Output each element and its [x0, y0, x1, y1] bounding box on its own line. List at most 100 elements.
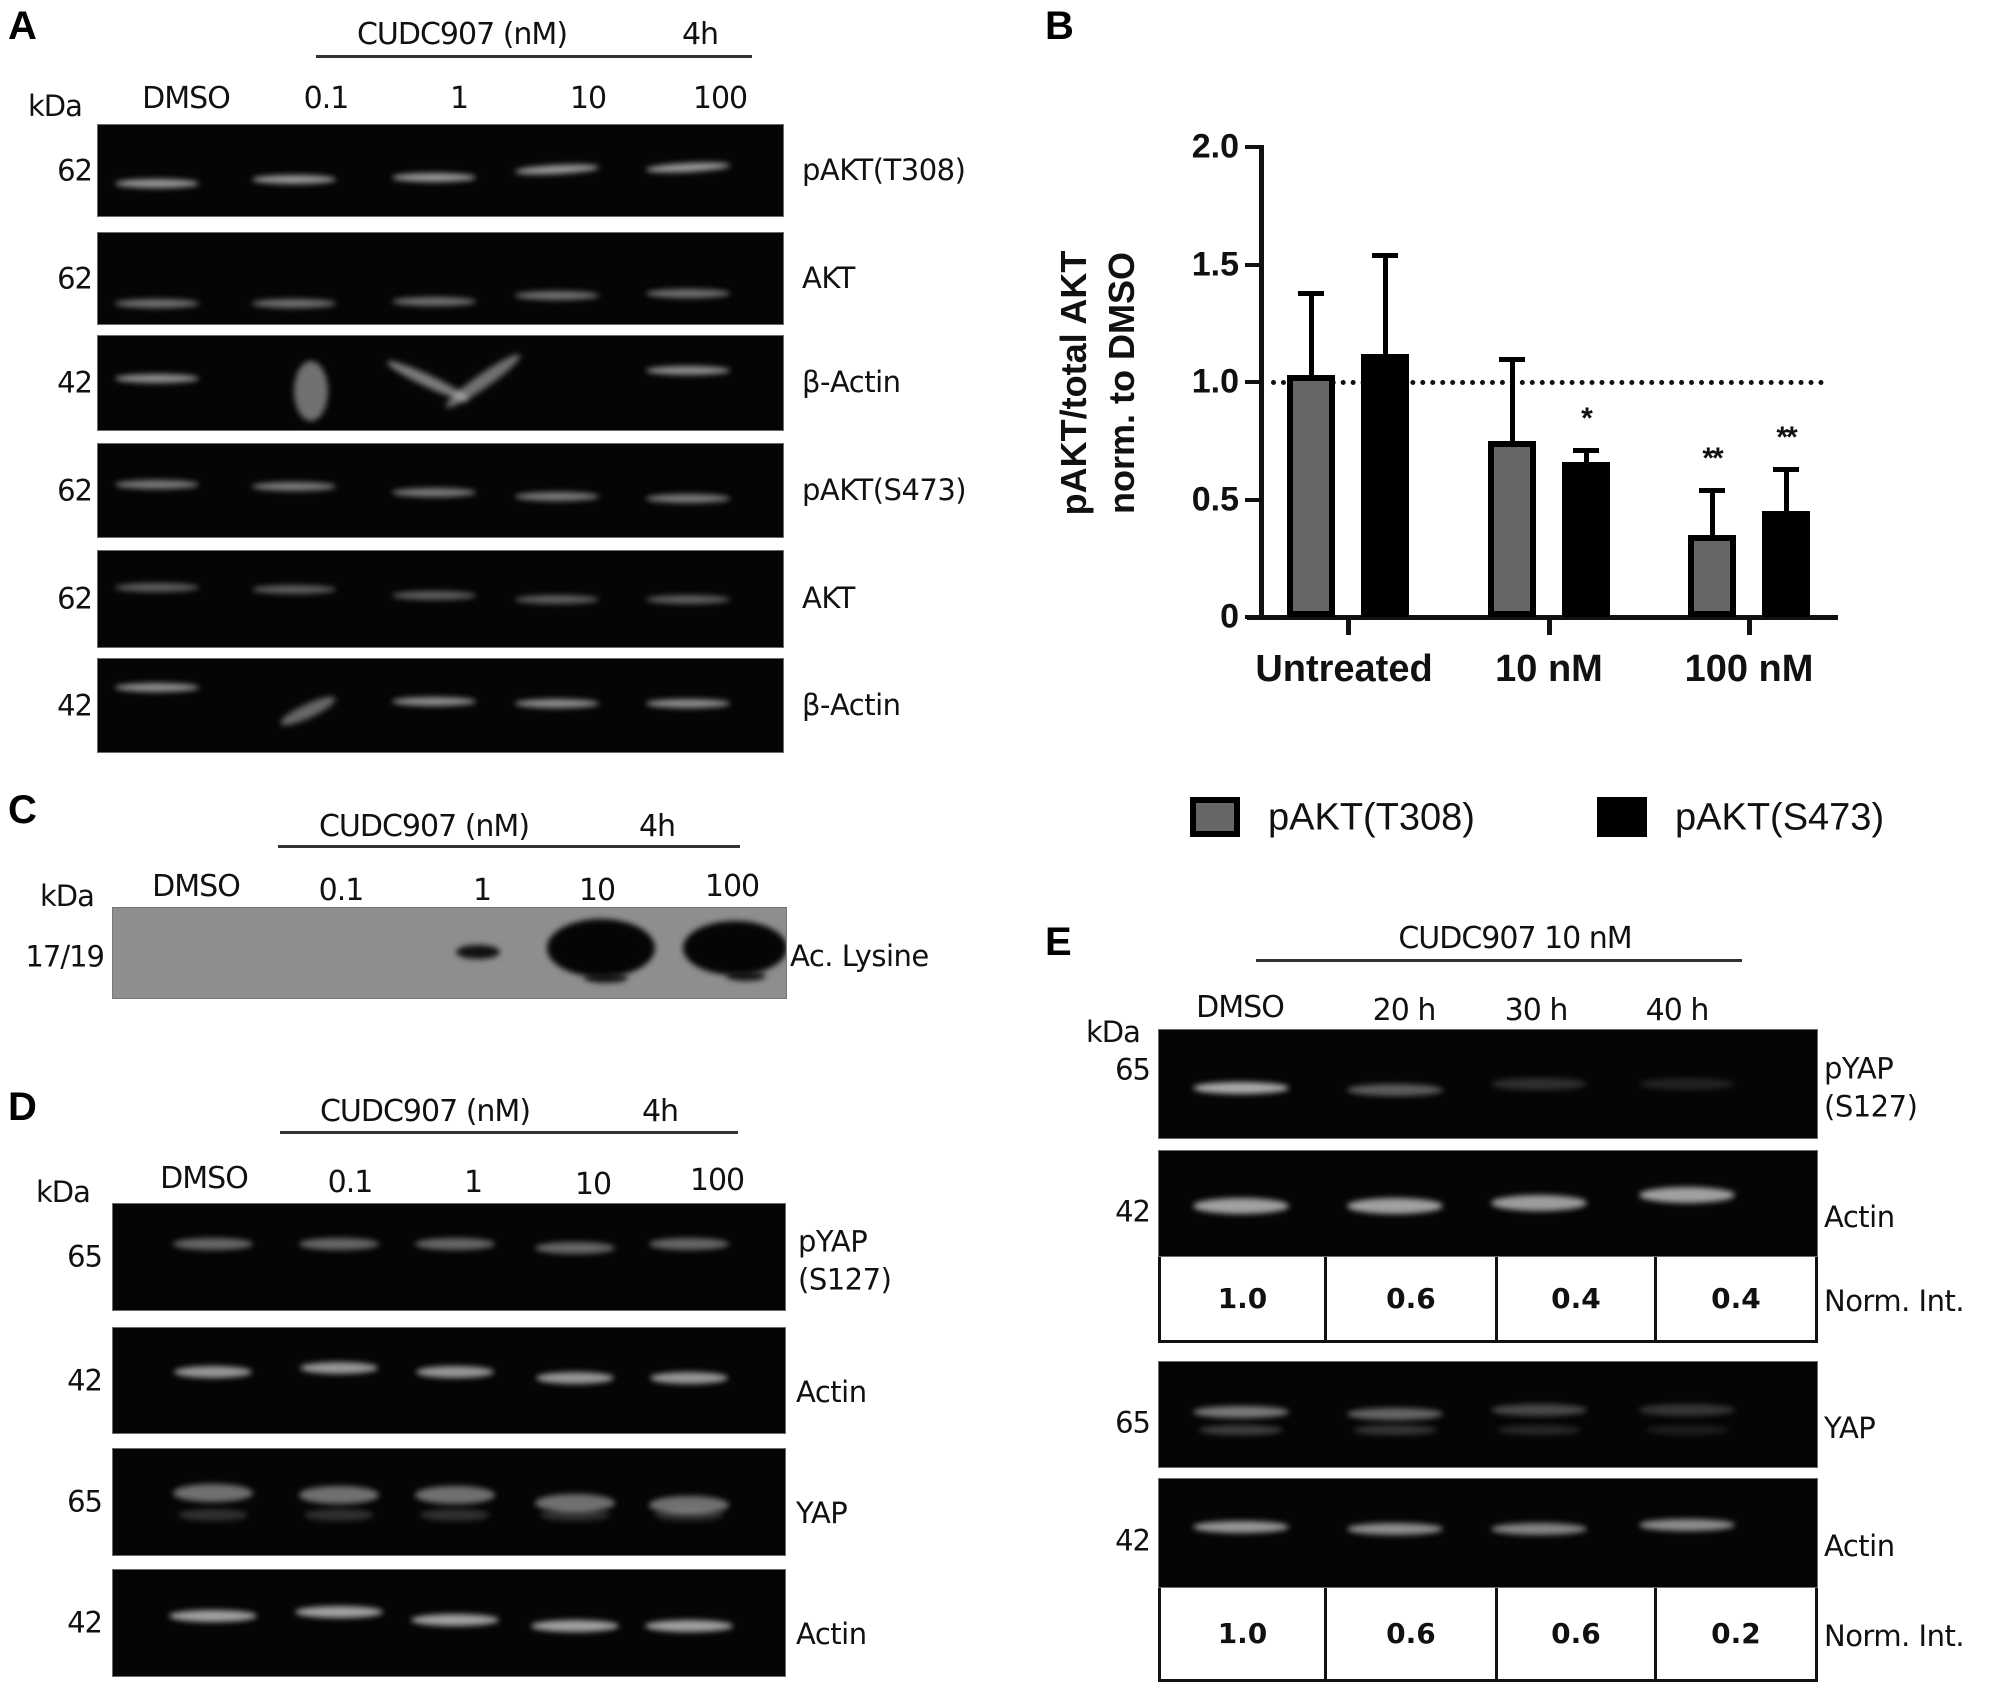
- protein-band: [252, 298, 336, 308]
- panel-a-lane-label: 10: [569, 81, 607, 116]
- protein-band: [415, 1238, 495, 1250]
- protein-band: [416, 1366, 494, 1378]
- quantification-row-label: Norm. Int.: [1824, 1619, 1965, 1654]
- legend-swatch: [1597, 797, 1647, 837]
- western-blot: [1158, 1029, 1818, 1139]
- blot-target-label: Actin: [796, 1617, 867, 1652]
- panel-d-lane-label: DMSO: [160, 1161, 249, 1196]
- protein-band: [1193, 1521, 1289, 1533]
- protein-band: [1491, 1404, 1587, 1416]
- error-bar: [1710, 490, 1715, 535]
- panel-a-lane-label: 0.1: [303, 81, 350, 116]
- protein-band: [540, 1509, 610, 1521]
- western-blot: [112, 1569, 786, 1677]
- western-blot: [97, 658, 784, 753]
- molecular-weight-label: 62: [57, 473, 93, 507]
- protein-band: [645, 160, 731, 174]
- protein-band: [1353, 1425, 1437, 1435]
- blot-target-label: Actin: [796, 1374, 867, 1409]
- quantification-table: 1.0 0.6 0.4 0.4: [1158, 1257, 1818, 1343]
- bar-pakt-t308-: [1488, 440, 1536, 617]
- x-axis-line: [1247, 615, 1838, 620]
- protein-band: [1347, 1198, 1443, 1214]
- protein-band: [1639, 1519, 1735, 1531]
- y-axis-tick-label: 0.5: [1191, 480, 1239, 518]
- protein-band: [683, 921, 786, 975]
- protein-band: [531, 1620, 619, 1632]
- protein-band: [646, 594, 730, 604]
- western-blot: [97, 443, 784, 538]
- bar-pakt-s473-: [1562, 461, 1610, 617]
- protein-band: [536, 1372, 614, 1384]
- reference-line-dotted: [1271, 380, 1824, 385]
- molecular-weight-label: 42: [67, 1605, 103, 1640]
- quantification-cell: 0.6: [1498, 1588, 1657, 1679]
- quantification-cell: 0.2: [1711, 1617, 1761, 1650]
- error-bar-cap: [1773, 466, 1799, 472]
- panel-e-lane-label: DMSO: [1196, 990, 1285, 1025]
- protein-band: [252, 584, 336, 594]
- y-axis-title-line1: pAKT/total AKT: [1053, 250, 1094, 516]
- x-axis-category-label: 100 nM: [1684, 648, 1814, 690]
- y-axis-tick: [1245, 615, 1261, 619]
- blot-target-label: pAKT(S473): [802, 472, 967, 507]
- blot-target-label-line1: pYAP: [798, 1224, 868, 1259]
- protein-band: [547, 919, 655, 977]
- protein-band: [649, 1496, 729, 1514]
- protein-band: [650, 1372, 728, 1384]
- panel-c-header-line: [278, 845, 740, 848]
- quantification-cell: 0.6: [1327, 1588, 1498, 1679]
- panel-d-header-line: [280, 1131, 738, 1134]
- protein-band: [392, 296, 476, 306]
- blot-target-label: YAP: [796, 1496, 848, 1531]
- protein-band: [1347, 1084, 1443, 1096]
- protein-band: [115, 582, 199, 592]
- protein-band: [1639, 1078, 1735, 1090]
- protein-band: [646, 698, 730, 708]
- protein-band: [420, 1509, 490, 1521]
- panel-e-lane-label: 30 h: [1504, 993, 1569, 1028]
- panel-d-time-header: 4h: [641, 1094, 679, 1129]
- panel-e-letter: E: [1045, 920, 1072, 964]
- quantification-cell: 0.4: [1498, 1257, 1657, 1340]
- quantification-cell: 0.4: [1711, 1282, 1761, 1315]
- molecular-weight-label: 65: [67, 1484, 103, 1519]
- panel-e-lane-label: 40 h: [1645, 993, 1710, 1028]
- protein-band: [300, 1362, 378, 1374]
- significance-marker: **: [1702, 442, 1723, 476]
- western-blot: [112, 907, 787, 999]
- protein-band: [415, 1486, 495, 1504]
- protein-band: [173, 1484, 253, 1502]
- y-axis-tick: [1245, 262, 1261, 267]
- protein-band: [178, 1509, 248, 1521]
- panel-e-lane-label: 20 h: [1372, 993, 1437, 1028]
- protein-band: [1639, 1404, 1735, 1416]
- protein-band: [515, 594, 599, 604]
- western-blot: [112, 1448, 786, 1556]
- western-blot: [97, 335, 784, 431]
- protein-band: [646, 365, 730, 375]
- quantification-cell: 0.6: [1327, 1257, 1498, 1340]
- x-axis-tick: [1547, 617, 1552, 635]
- panel-d-lane-label: 10: [574, 1167, 612, 1202]
- protein-band: [304, 1509, 374, 1521]
- protein-band: [645, 1620, 733, 1632]
- y-axis-tick: [1245, 497, 1261, 502]
- protein-band: [1497, 1425, 1581, 1435]
- error-bar-cap: [1573, 448, 1599, 454]
- western-blot: [1158, 1150, 1818, 1257]
- panel-d-treatment-header: CUDC907 (nM): [319, 1094, 531, 1129]
- protein-band: [646, 493, 730, 503]
- panel-d-letter: D: [8, 1085, 37, 1129]
- panel-e-treatment-header: CUDC907 10 nM: [1398, 921, 1632, 956]
- protein-band: [392, 172, 476, 182]
- blot-target-label: β-Actin: [802, 687, 901, 722]
- protein-band: [115, 178, 199, 188]
- x-axis-tick: [1747, 617, 1752, 635]
- protein-band: [1645, 1425, 1729, 1435]
- protein-band: [649, 1238, 729, 1250]
- y-axis-tick-label: 1.5: [1191, 245, 1239, 283]
- protein-band: [173, 1238, 253, 1250]
- molecular-weight-label: 65: [67, 1239, 103, 1274]
- protein-band: [1193, 1198, 1289, 1214]
